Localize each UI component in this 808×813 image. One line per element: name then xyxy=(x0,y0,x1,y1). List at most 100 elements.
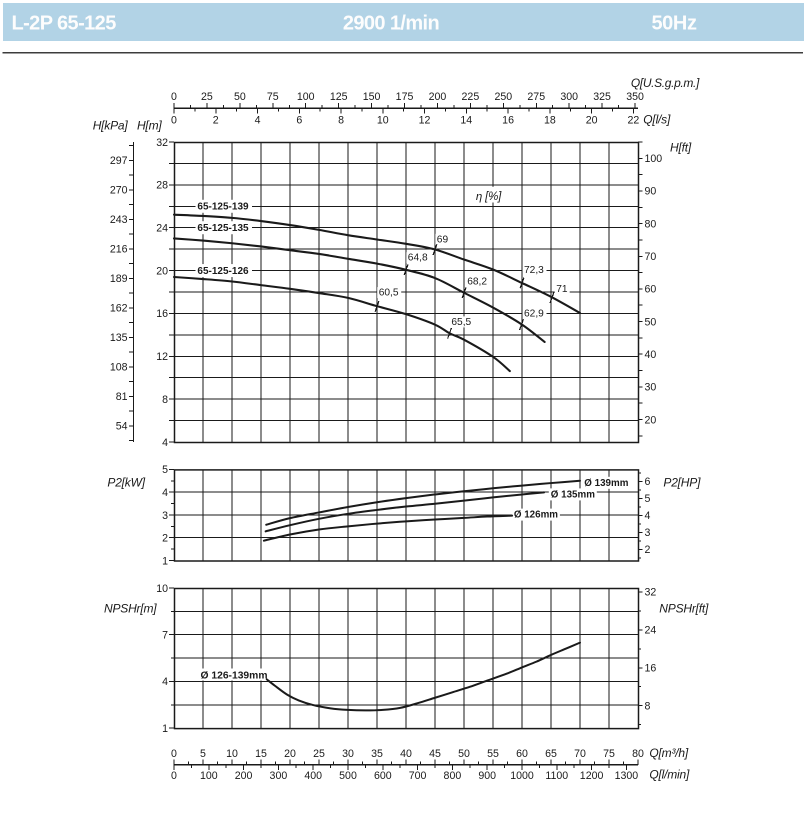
svg-text:400: 400 xyxy=(304,770,322,782)
svg-text:350: 350 xyxy=(626,91,644,103)
svg-text:1000: 1000 xyxy=(510,770,534,782)
svg-text:62,9: 62,9 xyxy=(524,308,544,319)
svg-text:81: 81 xyxy=(116,391,128,403)
svg-text:64,8: 64,8 xyxy=(408,253,428,264)
svg-text:225: 225 xyxy=(462,91,480,103)
svg-text:300: 300 xyxy=(560,91,578,103)
svg-text:50Hz: 50Hz xyxy=(651,13,696,35)
svg-text:4: 4 xyxy=(162,676,168,688)
svg-text:150: 150 xyxy=(363,91,381,103)
svg-text:1300: 1300 xyxy=(615,770,639,782)
svg-text:65-125-139: 65-125-139 xyxy=(197,202,249,213)
svg-text:8: 8 xyxy=(162,394,168,406)
svg-text:54: 54 xyxy=(116,421,128,433)
svg-text:4: 4 xyxy=(255,114,261,126)
svg-text:30: 30 xyxy=(645,382,657,394)
svg-text:325: 325 xyxy=(593,91,611,103)
svg-text:0: 0 xyxy=(171,748,177,760)
svg-text:30: 30 xyxy=(342,748,354,760)
svg-text:60: 60 xyxy=(516,748,528,760)
svg-text:40: 40 xyxy=(400,748,412,760)
svg-text:Q[U.S.g.p.m.]: Q[U.S.g.p.m.] xyxy=(631,76,700,90)
svg-text:71: 71 xyxy=(556,284,568,295)
svg-text:8: 8 xyxy=(338,114,344,126)
svg-text:250: 250 xyxy=(494,91,512,103)
svg-text:189: 189 xyxy=(110,273,128,285)
svg-text:28: 28 xyxy=(156,180,168,192)
svg-text:60: 60 xyxy=(645,284,657,296)
svg-text:500: 500 xyxy=(339,770,357,782)
svg-text:2: 2 xyxy=(213,114,219,126)
svg-text:100: 100 xyxy=(200,770,218,782)
svg-text:10: 10 xyxy=(226,748,238,760)
svg-text:270: 270 xyxy=(110,185,128,197)
svg-text:108: 108 xyxy=(110,362,128,374)
svg-text:65-125-135: 65-125-135 xyxy=(197,223,249,234)
svg-text:32: 32 xyxy=(645,587,657,599)
svg-text:800: 800 xyxy=(444,770,462,782)
svg-text:7: 7 xyxy=(162,630,168,642)
svg-text:69: 69 xyxy=(437,234,449,245)
svg-text:80: 80 xyxy=(645,218,657,230)
svg-text:65: 65 xyxy=(545,748,557,760)
svg-text:18: 18 xyxy=(544,114,556,126)
svg-text:72,3: 72,3 xyxy=(524,265,544,276)
svg-text:2: 2 xyxy=(162,533,168,545)
svg-text:35: 35 xyxy=(371,748,383,760)
svg-text:5: 5 xyxy=(200,748,206,760)
svg-text:25: 25 xyxy=(201,91,213,103)
svg-text:100: 100 xyxy=(297,91,315,103)
svg-text:4: 4 xyxy=(162,437,168,449)
svg-text:H[ft]: H[ft] xyxy=(670,141,692,155)
svg-text:3: 3 xyxy=(162,510,168,522)
svg-text:80: 80 xyxy=(632,748,644,760)
svg-text:1: 1 xyxy=(162,555,168,567)
svg-text:16: 16 xyxy=(156,308,168,320)
svg-text:175: 175 xyxy=(396,91,414,103)
svg-text:6: 6 xyxy=(296,114,302,126)
svg-text:70: 70 xyxy=(574,748,586,760)
svg-text:900: 900 xyxy=(478,770,496,782)
svg-text:5: 5 xyxy=(645,493,651,505)
svg-text:4: 4 xyxy=(162,487,168,499)
svg-text:12: 12 xyxy=(419,114,431,126)
svg-text:L-2P 65-125: L-2P 65-125 xyxy=(12,13,117,35)
svg-text:100: 100 xyxy=(645,153,663,165)
svg-text:2900 1/min: 2900 1/min xyxy=(343,13,439,35)
svg-text:135: 135 xyxy=(110,332,128,344)
svg-text:0: 0 xyxy=(171,91,177,103)
svg-text:1100: 1100 xyxy=(545,770,568,782)
svg-text:15: 15 xyxy=(255,748,267,760)
svg-text:1: 1 xyxy=(162,723,168,735)
svg-text:75: 75 xyxy=(267,91,279,103)
svg-text:65,5: 65,5 xyxy=(451,317,471,328)
svg-text:8: 8 xyxy=(645,701,651,713)
svg-text:H[kPa]: H[kPa] xyxy=(93,118,129,132)
svg-text:32: 32 xyxy=(156,137,168,149)
svg-text:162: 162 xyxy=(110,303,128,315)
svg-text:600: 600 xyxy=(374,770,392,782)
svg-text:Q[m³/h]: Q[m³/h] xyxy=(649,746,688,760)
svg-text:10: 10 xyxy=(156,583,168,595)
svg-text:14: 14 xyxy=(460,114,472,126)
svg-text:6: 6 xyxy=(645,476,651,488)
svg-text:Ø 139mm: Ø 139mm xyxy=(584,478,628,489)
svg-text:243: 243 xyxy=(110,214,128,226)
svg-text:50: 50 xyxy=(645,316,657,328)
svg-text:55: 55 xyxy=(487,748,499,760)
svg-text:P2[kW]: P2[kW] xyxy=(107,475,145,489)
svg-text:297: 297 xyxy=(110,155,128,167)
svg-text:20: 20 xyxy=(156,265,168,277)
svg-text:0: 0 xyxy=(171,770,177,782)
svg-text:4: 4 xyxy=(645,510,651,522)
svg-text:68,2: 68,2 xyxy=(467,276,487,287)
svg-text:200: 200 xyxy=(235,770,253,782)
svg-text:75: 75 xyxy=(603,748,615,760)
svg-text:NPSHr[m]: NPSHr[m] xyxy=(104,601,157,615)
svg-text:η [%]: η [%] xyxy=(476,191,502,203)
svg-text:125: 125 xyxy=(330,91,348,103)
svg-text:70: 70 xyxy=(645,251,657,263)
svg-text:Q[l/s]: Q[l/s] xyxy=(643,112,671,126)
svg-text:700: 700 xyxy=(409,770,427,782)
svg-text:1200: 1200 xyxy=(580,770,604,782)
